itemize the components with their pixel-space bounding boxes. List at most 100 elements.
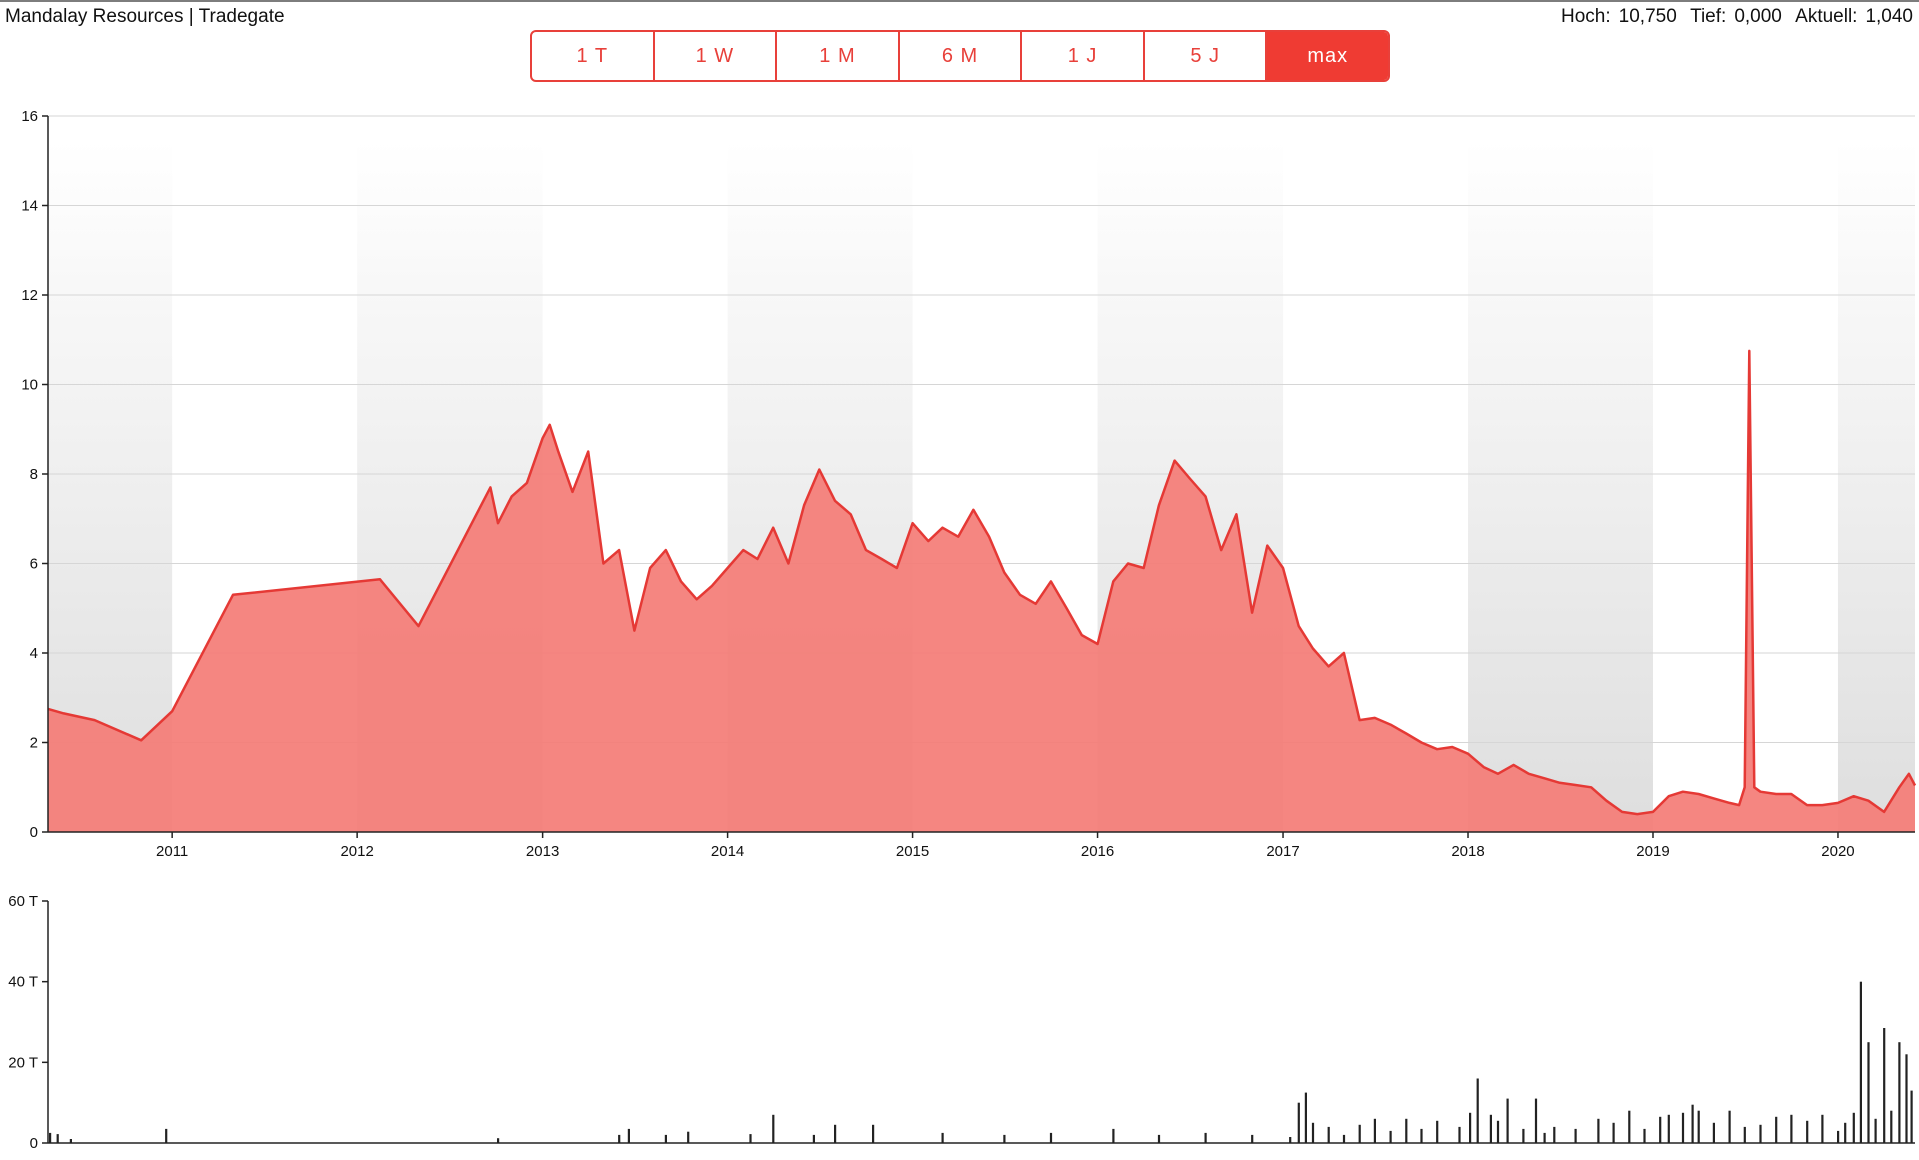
volume-bar	[1553, 1126, 1556, 1143]
range-button-1j[interactable]: 1 J	[1022, 32, 1145, 80]
price-x-tick-label: 2015	[896, 843, 929, 860]
volume-bar	[1297, 1102, 1300, 1143]
volume-bar	[1837, 1130, 1840, 1143]
volume-bar	[1759, 1124, 1762, 1143]
volume-bar	[1157, 1134, 1161, 1143]
price-x-tick-label: 2019	[1636, 843, 1669, 860]
volume-bar	[1251, 1134, 1254, 1143]
price-x-tick-label: 2013	[526, 843, 559, 860]
volume-y-tick-label: 40 T	[8, 974, 38, 991]
year-band	[1837, 140, 1915, 832]
volume-y-tick-label: 20 T	[8, 1054, 38, 1071]
range-button-6m[interactable]: 6 M	[900, 32, 1023, 80]
volume-bar	[772, 1114, 775, 1143]
price-y-tick-label: 12	[21, 287, 38, 304]
volume-bar	[1691, 1104, 1694, 1143]
volume-bar	[1003, 1134, 1006, 1143]
volume-bar	[1743, 1126, 1746, 1143]
volume-bar	[1712, 1122, 1715, 1143]
volume-bar	[1597, 1118, 1600, 1143]
volume-bar	[1859, 981, 1862, 1143]
volume-bar	[618, 1134, 621, 1143]
volume-bar	[834, 1124, 837, 1143]
volume-bar	[1405, 1118, 1408, 1143]
price-x-tick-label: 2012	[340, 843, 373, 860]
volume-bar	[1574, 1128, 1577, 1143]
volume-bar	[1874, 1118, 1877, 1143]
price-y-tick-label: 0	[30, 824, 38, 841]
low-value: 0,000	[1734, 6, 1782, 27]
volume-bar	[1852, 1112, 1855, 1144]
range-button-1m[interactable]: 1 M	[777, 32, 900, 80]
price-x-tick-label: 2018	[1451, 843, 1484, 860]
price-x-tick-label: 2020	[1821, 843, 1854, 860]
volume-bar	[1373, 1118, 1376, 1143]
volume-bar	[1659, 1116, 1662, 1143]
volume-bar	[1543, 1132, 1546, 1143]
price-y-tick-label: 8	[30, 466, 38, 483]
high-value: 10,750	[1618, 6, 1677, 27]
volume-bar	[1681, 1112, 1685, 1144]
volume-bar	[49, 1132, 52, 1143]
volume-bar	[1890, 1110, 1893, 1143]
price-stats: Hoch: 10,750 Tief: 0,000 Aktuell: 1,040	[1553, 6, 1913, 28]
chart-title: Mandalay Resources | Tradegate	[5, 6, 285, 27]
range-button-max[interactable]: max	[1267, 32, 1388, 80]
volume-bar	[1697, 1110, 1700, 1143]
price-area	[48, 350, 1915, 832]
price-x-tick-label: 2014	[711, 843, 744, 860]
volume-bar	[1775, 1116, 1778, 1143]
price-y-tick-label: 14	[21, 198, 38, 215]
current-label: Aktuell:	[1795, 6, 1858, 27]
volume-bar	[1436, 1120, 1439, 1143]
volume-bar	[1612, 1122, 1615, 1143]
volume-y-tick-label: 0	[30, 1135, 38, 1152]
low-label: Tief:	[1690, 6, 1727, 27]
range-button-1w[interactable]: 1 W	[655, 32, 778, 80]
volume-bar	[1728, 1110, 1731, 1143]
volume-bar	[812, 1134, 815, 1143]
volume-bar	[627, 1128, 630, 1143]
price-line	[47, 349, 1917, 816]
volume-bar	[1534, 1098, 1538, 1143]
price-x-tick-label: 2016	[1081, 843, 1114, 860]
volume-bar	[1476, 1078, 1479, 1143]
volume-bar	[1898, 1042, 1901, 1143]
range-button-5j[interactable]: 5 J	[1145, 32, 1268, 80]
volume-bar	[1506, 1098, 1509, 1143]
volume-bar	[749, 1134, 752, 1143]
volume-bar	[497, 1138, 500, 1143]
volume-bar	[1358, 1124, 1361, 1143]
volume-bar	[1628, 1110, 1631, 1143]
volume-bar	[1806, 1120, 1809, 1143]
volume-bar	[664, 1134, 667, 1143]
volume-bar	[1112, 1128, 1115, 1143]
volume-bar	[1790, 1114, 1793, 1143]
volume-bar	[1204, 1132, 1207, 1143]
volume-bar	[56, 1134, 59, 1143]
year-band	[1468, 140, 1653, 832]
price-x-tick-label: 2017	[1266, 843, 1299, 860]
volume-bar	[1311, 1122, 1315, 1143]
range-button-1t[interactable]: 1 T	[532, 32, 655, 80]
volume-bar	[1458, 1126, 1461, 1143]
price-y-tick-label: 10	[21, 377, 38, 394]
volume-bar	[1910, 1090, 1913, 1143]
volume-bar	[1821, 1114, 1824, 1143]
price-y-tick-label: 16	[21, 108, 38, 125]
price-y-tick-label: 4	[30, 645, 38, 662]
volume-bar	[1289, 1137, 1292, 1143]
volume-bar	[1905, 1054, 1908, 1143]
volume-bar	[1883, 1028, 1886, 1143]
volume-bar	[1496, 1120, 1500, 1143]
volume-bar	[1342, 1134, 1346, 1143]
volume-bar	[1327, 1126, 1330, 1143]
volume-y-tick-label: 60 T	[8, 893, 38, 910]
high-label: Hoch:	[1561, 6, 1611, 27]
volume-bar	[1420, 1128, 1423, 1143]
volume-bar	[1489, 1114, 1492, 1143]
volume-bar	[1643, 1128, 1646, 1143]
volume-bar	[687, 1131, 690, 1143]
volume-bar	[1844, 1122, 1847, 1143]
